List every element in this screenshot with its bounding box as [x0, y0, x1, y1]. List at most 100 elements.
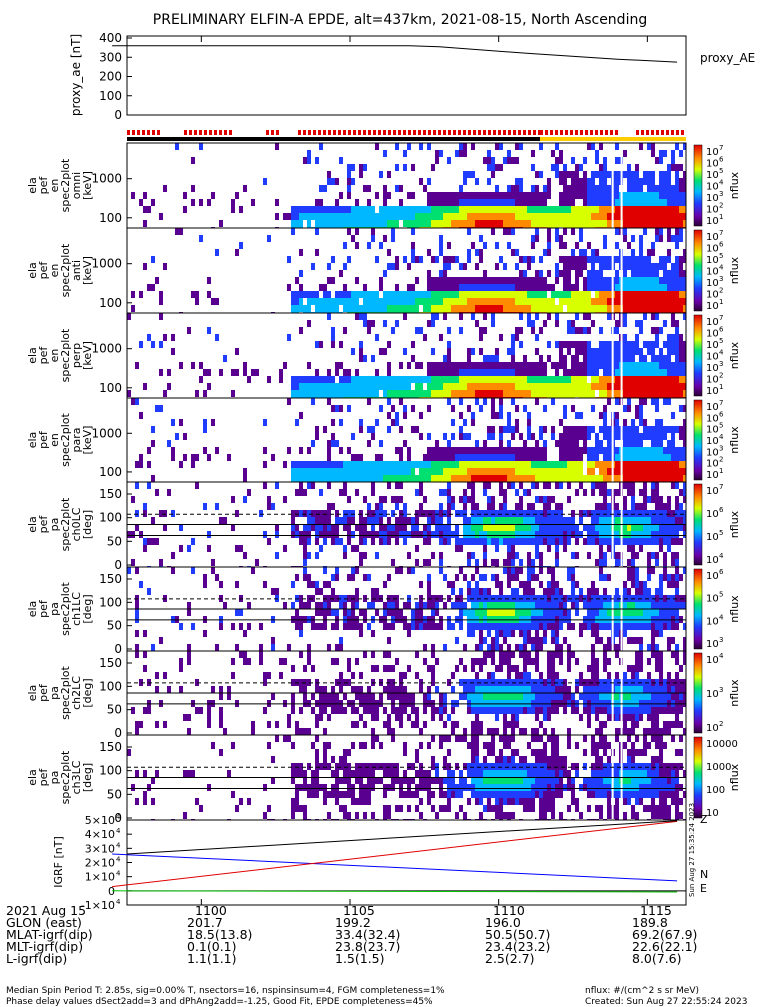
heatmap-cell: [219, 517, 223, 524]
heatmap-cell: [475, 468, 479, 475]
heatmap-cell: [655, 313, 659, 320]
heatmap-cell: [411, 524, 415, 531]
heatmap-cell: [335, 383, 339, 390]
heatmap-cell: [547, 496, 551, 503]
heatmap-cell: [579, 433, 583, 440]
heatmap-cell: [511, 213, 515, 220]
heatmap-cell: [531, 390, 535, 397]
heatmap-cell: [599, 461, 603, 468]
heatmap-cell: [571, 220, 575, 227]
heatmap-cell: [503, 298, 507, 305]
heatmap-cell: [603, 305, 607, 312]
heatmap-cell: [651, 369, 655, 376]
heatmap-cell: [655, 552, 659, 559]
heatmap-cell: [579, 623, 583, 630]
heatmap-cell: [391, 228, 395, 235]
heatmap-cell: [231, 496, 235, 503]
heatmap-cell: [439, 454, 443, 461]
heatmap-cell: [399, 693, 403, 700]
heatmap-cell: [627, 538, 631, 545]
heatmap-cell: [663, 171, 667, 178]
heatmap-cell: [383, 665, 387, 672]
heatmap-cell: [443, 305, 447, 312]
heatmap-cell: [523, 256, 527, 263]
heatmap-cell: [615, 426, 619, 433]
heatmap-cell: [439, 213, 443, 220]
heatmap-cell: [307, 291, 311, 298]
heatmap-cell: [419, 383, 423, 390]
heatmap-cell: [483, 482, 487, 489]
heatmap-cell: [427, 390, 431, 397]
heatmap-cell: [587, 454, 591, 461]
heatmap-cell: [435, 313, 439, 320]
heatmap-cell: [623, 263, 627, 270]
heatmap-cell: [535, 398, 539, 405]
heatmap-cell: [271, 454, 275, 461]
heatmap-cell: [395, 383, 399, 390]
heatmap-cell: [595, 623, 599, 630]
heatmap-cell: [567, 383, 571, 390]
heatmap-cell: [607, 313, 611, 320]
heatmap-cell: [507, 609, 511, 616]
heatmap-cell: [667, 383, 671, 390]
heatmap-cell: [467, 475, 471, 482]
heatmap-cell: [667, 334, 671, 341]
heatmap-cell: [507, 440, 511, 447]
heatmap-cell: [591, 390, 595, 397]
heatmap-cell: [675, 277, 679, 284]
heatmap-cell: [567, 185, 571, 192]
heatmap-cell: [443, 277, 447, 284]
heatmap-cell: [407, 383, 411, 390]
heatmap-cell: [459, 327, 463, 334]
heatmap-cell: [623, 291, 627, 298]
heatmap-cell: [455, 369, 459, 376]
heatmap-cell: [527, 192, 531, 199]
heatmap-cell: [275, 482, 279, 489]
heatmap-cell: [451, 461, 455, 468]
heatmap-cell: [531, 602, 535, 609]
heatmap-cell: [543, 206, 547, 213]
heatmap-cell: [527, 390, 531, 397]
heatmap-cell: [427, 305, 431, 312]
heatmap-cell: [443, 538, 447, 545]
heatmap-cell: [555, 503, 559, 510]
heatmap-cell: [623, 298, 627, 305]
heatmap-cell: [571, 426, 575, 433]
heatmap-cell: [127, 567, 131, 574]
heatmap-cell: [435, 220, 439, 227]
heatmap-cell: [423, 305, 427, 312]
heatmap-cell: [675, 567, 679, 574]
heatmap-cell: [563, 263, 567, 270]
heatmap-cell: [499, 461, 503, 468]
heatmap-cell: [643, 263, 647, 270]
heatmap-cell: [643, 496, 647, 503]
heatmap-cell: [571, 228, 575, 235]
heatmap-cell: [227, 693, 231, 700]
heatmap-cell: [439, 447, 443, 454]
heatmap-cell: [499, 192, 503, 199]
heatmap-cell: [335, 609, 339, 616]
heatmap-cell: [647, 220, 651, 227]
heatmap-cell: [411, 426, 415, 433]
heatmap-cell: [367, 185, 371, 192]
heatmap-cell: [499, 433, 503, 440]
heatmap-cell: [251, 199, 255, 206]
heatmap-cell: [555, 206, 559, 213]
heatmap-cell: [503, 524, 507, 531]
heatmap-cell: [187, 545, 191, 552]
heatmap-cell: [591, 192, 595, 199]
colorbar-tick-label: 10: [706, 363, 719, 374]
heatmap-cell: [599, 510, 603, 517]
heatmap-cell: [307, 157, 311, 164]
heatmap-cell: [559, 256, 563, 263]
heatmap-cell: [515, 157, 519, 164]
heatmap-cell: [359, 461, 363, 468]
heatmap-cell: [343, 376, 347, 383]
heatmap-cell: [571, 390, 575, 397]
heatmap-cell: [603, 185, 607, 192]
colorbar-tick-label: 10: [706, 413, 719, 424]
heatmap-cell: [235, 249, 239, 256]
heatmap-cell: [355, 623, 359, 630]
heatmap-cell: [407, 206, 411, 213]
data-gap: [621, 398, 623, 482]
